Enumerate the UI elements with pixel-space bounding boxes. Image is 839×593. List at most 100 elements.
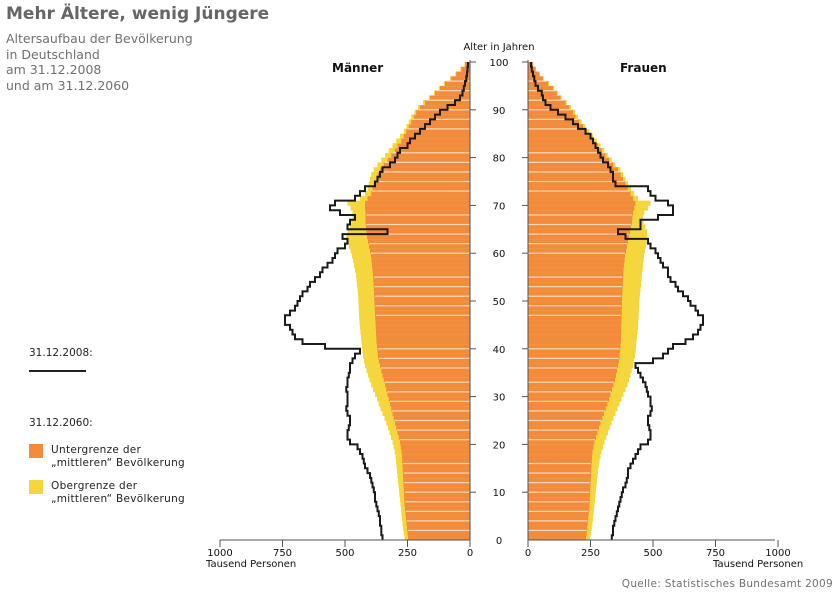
bar-women-lower-2060: [528, 449, 593, 455]
bar-women-lower-2060: [528, 100, 566, 106]
bar-women-lower-2060: [528, 229, 630, 235]
bar-women-lower-2060: [528, 487, 591, 493]
bar-men-lower-2060: [406, 520, 470, 526]
bar-women-lower-2060: [528, 277, 623, 283]
bar-men-lower-2060: [372, 267, 470, 273]
bar-men-lower-2060: [391, 406, 470, 412]
bar-men-lower-2060: [402, 468, 470, 474]
bar-men-lower-2060: [371, 257, 470, 264]
bar-separator: [412, 118, 470, 120]
bar-separator: [528, 214, 632, 216]
bar-women-lower-2060: [528, 415, 603, 421]
bar-separator: [528, 520, 588, 522]
bar-women-lower-2060: [528, 243, 627, 249]
bar-men-lower-2060: [392, 410, 470, 417]
bar-women-lower-2060: [528, 391, 611, 397]
bar-women-lower-2060: [528, 238, 628, 244]
bar-separator: [528, 243, 627, 245]
bar-women-lower-2060: [528, 434, 596, 440]
bar-men-lower-2060: [400, 444, 470, 450]
bar-men-lower-2060: [373, 272, 470, 278]
bar-separator: [394, 419, 470, 422]
bar-women-lower-2060: [528, 286, 623, 292]
subtitle-line: und am 31.12.2060: [6, 77, 130, 93]
bar-women-lower-2060: [528, 191, 631, 197]
bar-men-lower-2060: [402, 463, 470, 469]
bar-men-lower-2060: [381, 367, 470, 373]
source-note: Quelle: Statistisches Bundesamt 2009: [621, 578, 833, 590]
bar-women-lower-2060: [528, 372, 616, 378]
bar-men-lower-2060: [368, 238, 470, 244]
bar-separator: [371, 252, 470, 254]
bar-men-lower-2060: [407, 525, 470, 531]
bar-women-lower-2060: [528, 76, 543, 82]
bar-women-lower-2060: [528, 219, 632, 225]
bar-women-lower-2060: [528, 210, 633, 216]
bar-men-lower-2060: [375, 310, 470, 316]
bar-men-lower-2060: [380, 167, 470, 173]
bar-men-lower-2060: [402, 458, 470, 464]
bar-men-lower-2060: [430, 95, 470, 101]
bar-women-lower-2060: [528, 234, 629, 240]
legend-swatch-lower: [29, 444, 43, 458]
bar-separator: [384, 161, 470, 163]
bar-separator: [369, 243, 470, 245]
bar-separator: [528, 410, 605, 412]
bar-women-lower-2060: [528, 324, 622, 330]
bar-women-lower-2060: [528, 167, 618, 173]
bar-men-lower-2060: [420, 105, 470, 111]
bar-separator: [528, 491, 590, 493]
bar-separator: [374, 286, 470, 288]
y-tick-label: 30: [493, 393, 506, 404]
bar-women-lower-2060: [528, 516, 589, 522]
bar-men-lower-2060: [376, 339, 470, 345]
bar-separator: [376, 314, 470, 316]
bar-separator: [407, 128, 470, 130]
bar-women-lower-2060: [528, 348, 620, 354]
bar-separator: [384, 381, 470, 383]
bar-women-lower-2060: [528, 477, 591, 483]
gaps-layer: [366, 80, 632, 532]
bar-men-lower-2060: [377, 344, 470, 350]
bar-women-lower-2060: [528, 367, 617, 373]
bar-women-lower-2060: [528, 358, 619, 364]
subtitle-line: am 31.12.2008: [6, 62, 102, 77]
bar-separator: [528, 462, 591, 465]
bar-men-lower-2060: [365, 200, 470, 206]
bar-separator: [375, 295, 470, 297]
bar-women-lower-2060: [528, 339, 621, 345]
bar-men-lower-2060: [387, 157, 470, 163]
bar-women-lower-2060: [528, 85, 553, 91]
bar-separator: [372, 190, 470, 192]
bar-women-lower-2060: [528, 296, 622, 302]
bar-women-lower-2060: [528, 520, 588, 526]
bar-women-lower-2060: [528, 396, 609, 402]
bar-men-lower-2060: [367, 195, 470, 201]
bar-women-lower-2060: [528, 253, 625, 259]
bar-men-lower-2060: [372, 262, 470, 268]
x-tick-label-men: 250: [398, 548, 417, 559]
bar-separator: [426, 99, 470, 101]
legend-date-2060: 31.12.2060:: [29, 417, 93, 429]
bar-men-lower-2060: [425, 100, 470, 106]
bar-women-lower-2060: [528, 119, 580, 125]
legend-label-upper-line2: „mittleren“ Bevölkerung: [51, 492, 185, 505]
bar-men-lower-2060: [375, 324, 470, 330]
bar-separator: [404, 491, 470, 493]
bar-separator: [407, 520, 470, 522]
bar-men-lower-2060: [440, 85, 470, 91]
bar-women-lower-2060: [528, 344, 621, 350]
bar-separator: [528, 252, 625, 254]
bar-women-lower-2060: [528, 496, 590, 503]
bar-women-lower-2060: [528, 262, 624, 268]
bar-women-lower-2060: [528, 138, 595, 144]
bar-separator: [367, 233, 470, 235]
bar-men-lower-2060: [372, 186, 470, 192]
bar-women-lower-2060: [528, 181, 626, 187]
bar-women-lower-2060: [528, 482, 591, 488]
bar-separator: [528, 295, 622, 297]
bar-women-lower-2060: [528, 511, 589, 517]
bar-separator: [374, 276, 470, 278]
bar-men-lower-2060: [371, 253, 470, 259]
bar-women-lower-2060: [528, 105, 570, 111]
